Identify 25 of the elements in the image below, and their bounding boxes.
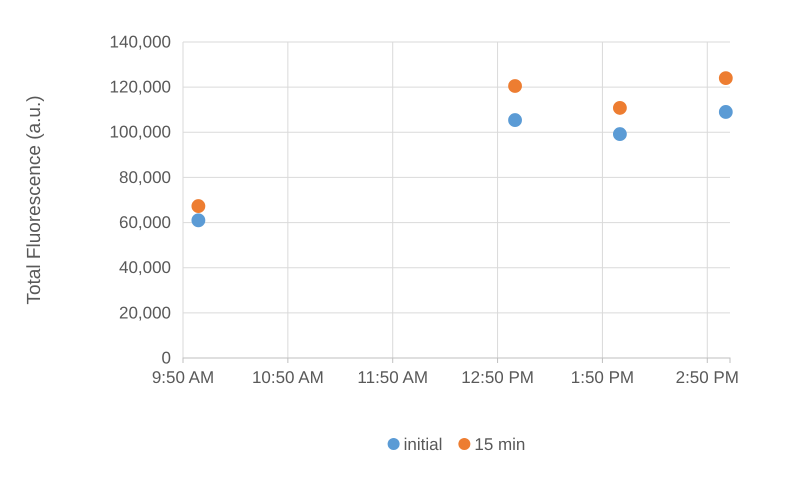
x-tick-label: 11:50 AM [357,368,428,388]
point [612,101,627,115]
y-tick-label: 140,000 [110,32,171,52]
y-tick-label: 80,000 [119,168,171,187]
y-tick-label: 120,000 [110,78,171,97]
point [718,71,733,86]
x-tick-label: 9:50 AM [152,368,214,388]
point [508,113,522,127]
x-tick-label: 10:50 AM [252,368,324,388]
y-tick-label: 60,000 [119,213,171,232]
y-tick-label: 20,000 [119,303,171,322]
x-tick-label: 12:50 PM [461,368,534,388]
point [718,105,733,119]
point [508,79,522,93]
x-tick-label: 2:50 PM [676,368,739,388]
x-tick-label: 1:50 PM [570,368,634,388]
legend-label: 15 min [474,435,526,454]
point [612,127,627,141]
y-tick-label: 0 [162,348,171,368]
legend-label: initial [404,435,442,454]
point [191,213,206,228]
point [191,199,206,213]
y-tick-label: 40,000 [119,258,171,278]
y-tick-label: 100,000 [110,122,171,142]
y-axis-title: Total Fluorescence (a.u.) [24,95,45,305]
